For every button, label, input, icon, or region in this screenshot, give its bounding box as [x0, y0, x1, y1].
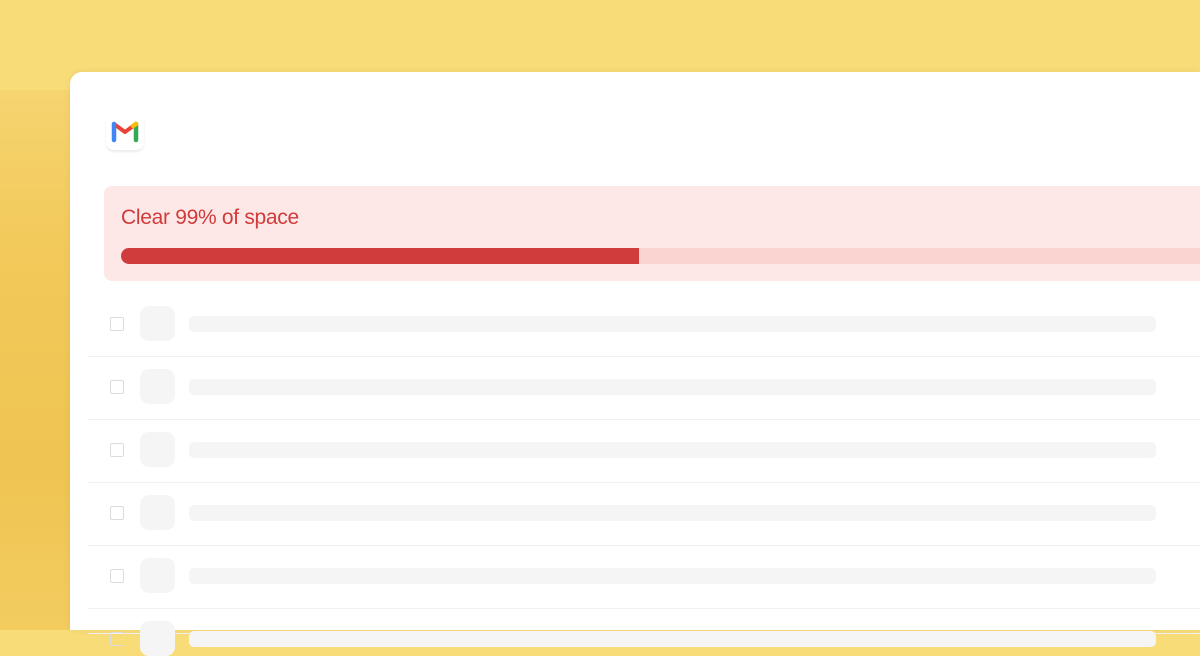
avatar-placeholder — [140, 495, 175, 530]
background-texture — [0, 90, 75, 630]
email-row[interactable] — [88, 545, 1200, 609]
storage-banner: Clear 99% of space — [104, 186, 1200, 281]
avatar-placeholder — [140, 621, 175, 656]
text-placeholder — [189, 505, 1156, 521]
email-row[interactable] — [88, 419, 1200, 483]
email-row[interactable] — [88, 482, 1200, 546]
text-placeholder — [189, 316, 1156, 332]
text-placeholder — [189, 568, 1156, 584]
email-row[interactable] — [88, 293, 1200, 357]
email-row[interactable] — [88, 608, 1200, 656]
row-checkbox[interactable] — [110, 317, 124, 331]
row-checkbox[interactable] — [110, 506, 124, 520]
avatar-placeholder — [140, 306, 175, 341]
row-checkbox[interactable] — [110, 569, 124, 583]
row-checkbox[interactable] — [110, 632, 124, 646]
avatar-placeholder — [140, 432, 175, 467]
row-checkbox[interactable] — [110, 443, 124, 457]
email-row[interactable] — [88, 356, 1200, 420]
text-placeholder — [189, 442, 1156, 458]
avatar-placeholder — [140, 558, 175, 593]
text-placeholder — [189, 379, 1156, 395]
avatar-placeholder — [140, 369, 175, 404]
gmail-logo-icon — [106, 112, 144, 150]
app-window: Clear 99% of space — [70, 72, 1200, 656]
progress-bar — [121, 248, 1200, 264]
row-checkbox[interactable] — [110, 380, 124, 394]
banner-title: Clear 99% of space — [121, 206, 299, 229]
text-placeholder — [189, 631, 1156, 647]
progress-fill — [121, 248, 639, 264]
